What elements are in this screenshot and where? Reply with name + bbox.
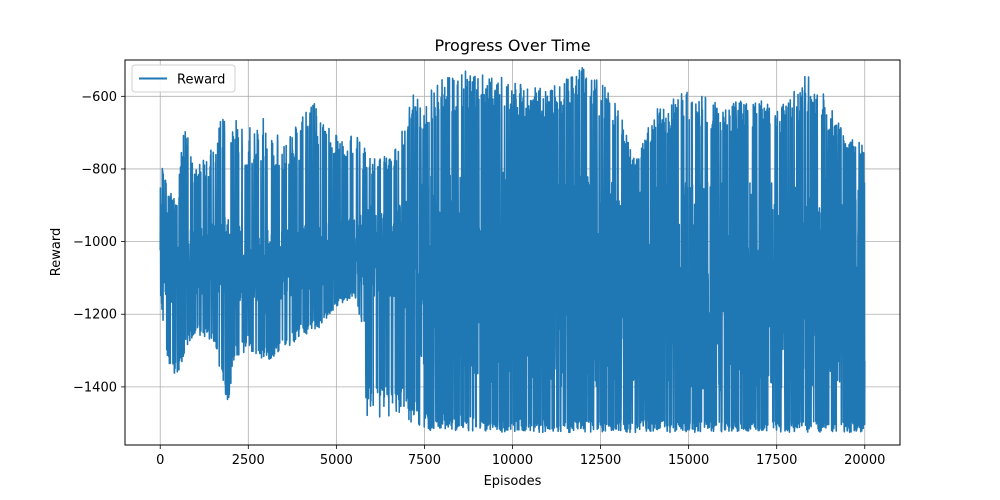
legend: Reward [131,64,236,93]
y-tick-label: −1200 [73,308,117,323]
x-tick-label: 17500 [756,453,797,468]
x-axis-label: Episodes [484,474,542,489]
x-tick-label: 10000 [492,453,533,468]
x-tick-label: 20000 [844,453,885,468]
chart-title: Progress Over Time [434,36,590,55]
y-tick-label: −600 [81,90,117,105]
x-tick-label: 0 [156,453,164,468]
y-axis: −1400 −1200 −1000 −800 −600 [73,90,125,395]
series-reward [159,67,866,434]
x-tick-label: 15000 [668,453,709,468]
y-tick-label: −1400 [73,380,117,395]
x-tick-label: 5000 [320,453,353,468]
legend-label: Reward [177,73,225,88]
x-axis: 0 2500 5000 7500 10000 12500 15000 17500 20000 [156,445,885,468]
legend-box [131,64,236,93]
plot-area [124,59,901,446]
x-tick-label: 12500 [580,453,621,468]
y-axis-label: Reward [49,228,64,276]
series-line-reward [159,67,866,434]
x-tick-label: 7500 [408,453,441,468]
y-tick-label: −800 [81,162,117,177]
y-tick-label: −1000 [73,235,117,250]
x-tick-label: 2500 [232,453,265,468]
